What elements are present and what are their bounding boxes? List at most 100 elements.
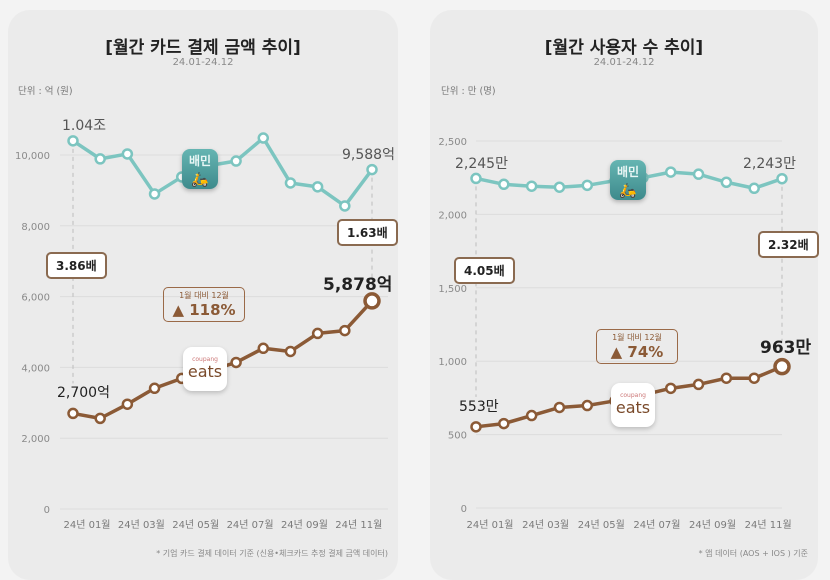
baemin-logo-text: 배민 <box>188 154 212 168</box>
y-tick-label: 8,000 <box>21 222 50 233</box>
data-point <box>230 155 242 167</box>
chart-subtitle: 24.01-24.12 <box>593 57 655 68</box>
data-point <box>121 148 134 160</box>
x-tick-label: 24년 11월 <box>335 519 382 531</box>
footnote: * 기업 카드 결제 데이터 기준 (신용•체크카드 추정 결제 금액 데이터) <box>156 549 388 558</box>
baemin-end-label: 2,243만 <box>743 156 796 172</box>
data-point <box>748 372 760 384</box>
y-tick-label: 2,000 <box>438 210 467 221</box>
y-tick-label: 0 <box>461 504 467 515</box>
x-tick-label: 24년 01월 <box>63 519 110 531</box>
y-tick-label: 500 <box>448 431 467 442</box>
data-point <box>498 178 510 191</box>
growth-caption: 1월 대비 12월 <box>179 291 229 300</box>
data-point <box>311 327 324 340</box>
coupang-end-label: 963만 <box>760 338 812 358</box>
data-point <box>366 163 378 176</box>
data-point <box>339 200 351 212</box>
x-tick-label: 24년 11월 <box>745 519 792 531</box>
data-point <box>553 401 566 414</box>
data-point <box>581 179 594 192</box>
x-tick-label: 24년 07월 <box>633 519 680 531</box>
chart-0: 0 2,000 4,000 6,000 8,000 10,000 24년 01월 24년 03… <box>15 132 388 531</box>
growth-badge: 1월 대비 12월 ▲ 74% <box>596 329 678 364</box>
data-point <box>311 181 324 193</box>
y-tick-label: 2,000 <box>21 434 50 445</box>
card-user-count <box>430 10 818 580</box>
unit-label: 단위 : 만 (명) <box>441 86 496 97</box>
data-point <box>284 345 297 358</box>
coupang-logo-big: eats <box>615 398 651 417</box>
data-point <box>94 153 106 165</box>
coupang-eats-logo: coupang eats <box>611 383 655 427</box>
data-point <box>720 176 733 189</box>
data-point <box>470 421 482 433</box>
data-point <box>692 168 705 180</box>
coupang-eats-logo: coupang eats <box>183 347 227 391</box>
data-point <box>148 188 161 200</box>
coupang-start-label: 2,700억 <box>57 385 110 401</box>
x-tick-label: 24년 01월 <box>466 519 513 531</box>
growth-badge: 1월 대비 12월 ▲ 118% <box>163 287 245 322</box>
data-point <box>692 378 705 391</box>
scooter-icon: 🛵 <box>191 172 209 188</box>
data-point <box>773 357 791 376</box>
baemin-start-label: 1.04조 <box>62 118 107 134</box>
data-point <box>525 409 538 422</box>
chart-title: [월간 사용자 수 추이] <box>544 38 704 58</box>
data-point <box>284 177 297 189</box>
y-tick-label: 10,000 <box>15 151 50 162</box>
data-point <box>748 182 760 195</box>
data-point <box>257 342 270 355</box>
data-point <box>230 356 242 369</box>
unit-label: 단위 : 억 (원) <box>18 86 73 97</box>
data-point <box>67 135 79 147</box>
chart-title: [월간 카드 결제 금액 추이] <box>105 38 301 58</box>
x-tick-label: 24년 03월 <box>118 519 165 531</box>
data-point <box>148 382 161 395</box>
coupang-logo-small: coupang <box>620 392 646 399</box>
footnote: * 앱 데이터 (AOS + IOS ) 기준 <box>698 549 808 558</box>
baemin-logo: 배민 🛵 <box>610 160 646 200</box>
coupang-logo-small: coupang <box>192 356 218 363</box>
scooter-icon: 🛵 <box>619 183 637 199</box>
baemin-logo: 배민 🛵 <box>182 149 218 189</box>
chart-subtitle: 24.01-24.12 <box>172 57 234 68</box>
baemin-start-label: 2,245만 <box>455 156 508 172</box>
y-tick-label: 1,500 <box>438 284 467 295</box>
data-point <box>720 372 733 384</box>
baemin-logo-text: 배민 <box>616 165 640 179</box>
data-point <box>776 172 788 185</box>
x-tick-label: 24년 03월 <box>522 519 569 531</box>
growth-value: ▲ 118% <box>172 301 236 319</box>
data-point <box>525 180 538 192</box>
charts-canvas: 0 2,000 4,000 6,000 8,000 10,000 24년 01월 24년 03… <box>15 132 792 531</box>
y-tick-label: 6,000 <box>21 293 50 304</box>
ratio-start-badge: 3.86배 <box>46 252 107 279</box>
data-point <box>363 292 381 310</box>
y-tick-label: 2,500 <box>438 137 467 148</box>
data-point <box>581 399 594 412</box>
y-tick-label: 1,000 <box>438 357 467 368</box>
series-line-baemin <box>72 136 374 208</box>
y-tick-label: 4,000 <box>21 363 50 374</box>
data-point <box>67 407 79 420</box>
x-tick-label: 24년 05월 <box>172 519 219 531</box>
ratio-end-badge: 1.63배 <box>337 219 398 246</box>
x-tick-label: 24년 09월 <box>689 519 736 531</box>
growth-caption: 1월 대비 12월 <box>612 333 662 342</box>
x-tick-label: 24년 07월 <box>227 519 274 531</box>
ratio-end-badge: 2.32배 <box>758 231 819 258</box>
baemin-end-label: 9,588억 <box>342 147 395 163</box>
data-point <box>470 172 482 185</box>
x-tick-label: 24년 09월 <box>281 519 328 531</box>
growth-value: ▲ 74% <box>610 343 664 361</box>
data-point <box>121 398 134 410</box>
data-point <box>664 382 677 395</box>
data-point <box>339 324 351 337</box>
data-point <box>498 417 510 430</box>
x-tick-label: 24년 05월 <box>578 519 625 531</box>
y-tick-label: 0 <box>44 505 50 516</box>
coupang-logo-big: eats <box>187 362 223 381</box>
ratio-start-badge: 4.05배 <box>454 257 515 284</box>
